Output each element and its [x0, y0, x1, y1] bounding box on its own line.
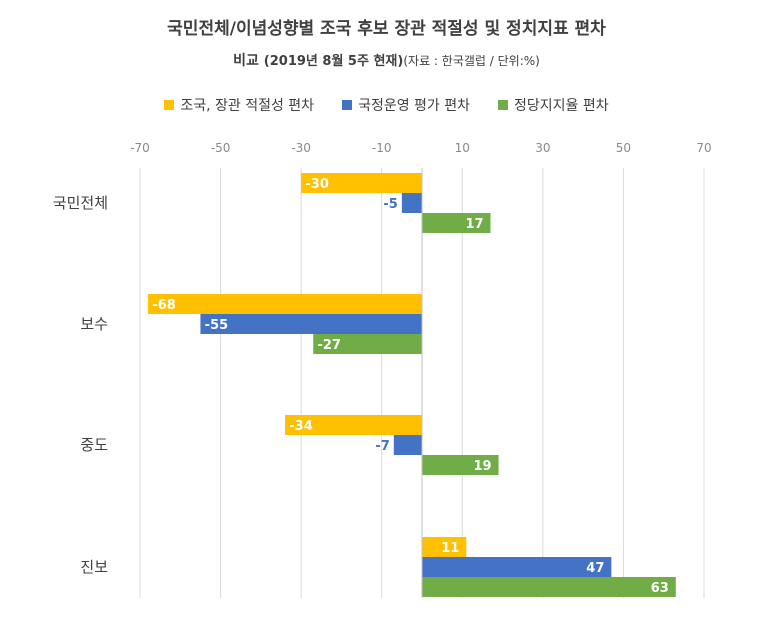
bar: [200, 314, 422, 334]
subtitle-date: (2019년 8월 5주 현재): [263, 54, 404, 69]
data-label: 11: [441, 541, 459, 556]
legend-label-series-2: 정당지지율 편차: [514, 98, 609, 114]
x-tick-label: -70: [130, 141, 150, 155]
legend-item-series-2: 정당지지율 편차: [498, 95, 609, 115]
category-label: 국민전체: [53, 194, 108, 212]
data-label: 63: [651, 581, 669, 596]
bar: [422, 213, 491, 233]
bar: [401, 193, 422, 213]
legend-swatch-series-1: [342, 100, 353, 110]
data-label: -7: [375, 439, 389, 454]
chart-title: 국민전체/이념성향별 조국 후보 장관 적절성 및 정치지표 편차: [167, 19, 606, 39]
data-label: 47: [586, 561, 604, 576]
bar: [285, 415, 422, 435]
data-label: 19: [473, 459, 491, 474]
x-tick-label: 70: [696, 141, 711, 155]
data-label: -5: [383, 197, 397, 212]
x-tick-label: -50: [211, 141, 231, 155]
bar: [422, 455, 499, 475]
bar: [313, 334, 422, 354]
bar: [422, 537, 467, 557]
data-label: -68: [152, 298, 176, 313]
category-label: 보수: [80, 315, 108, 333]
bar: [422, 577, 676, 597]
x-tick-label: 50: [616, 141, 631, 155]
bar: [393, 435, 422, 455]
subtitle-source: (자료 : 한국갤럽 / 단위:%): [403, 54, 540, 68]
bar: [148, 294, 423, 314]
legend-swatch-series-2: [498, 100, 509, 110]
bar: [301, 173, 422, 193]
category-label: 중도: [80, 436, 108, 454]
subtitle-main: 비교: [233, 53, 259, 69]
chart-legend: 조국, 장관 적절성 편차 국정운영 평가 편차 정당지지율 편차: [0, 95, 773, 115]
data-label: -55: [205, 318, 229, 333]
data-label: -34: [289, 419, 313, 434]
legend-swatch-series-0: [164, 100, 175, 110]
x-tick-label: -30: [291, 141, 311, 155]
legend-label-series-0: 조국, 장관 적절성 편차: [180, 98, 315, 114]
legend-item-series-1: 국정운영 평가 편차: [342, 95, 470, 115]
data-label: -30: [305, 177, 329, 192]
data-label: 17: [465, 217, 483, 232]
legend-label-series-1: 국정운영 평가 편차: [358, 98, 471, 114]
chart-subtitle: 비교 (2019년 8월 5주 현재)(자료 : 한국갤럽 / 단위:%): [0, 50, 773, 70]
data-label: -27: [317, 338, 341, 353]
x-tick-label: 30: [535, 141, 550, 155]
category-label: 진보: [80, 558, 108, 576]
x-tick-label: -10: [372, 141, 392, 155]
legend-item-series-0: 조국, 장관 적절성 편차: [164, 95, 314, 115]
x-tick-label: 10: [455, 141, 470, 155]
bar: [422, 557, 612, 577]
